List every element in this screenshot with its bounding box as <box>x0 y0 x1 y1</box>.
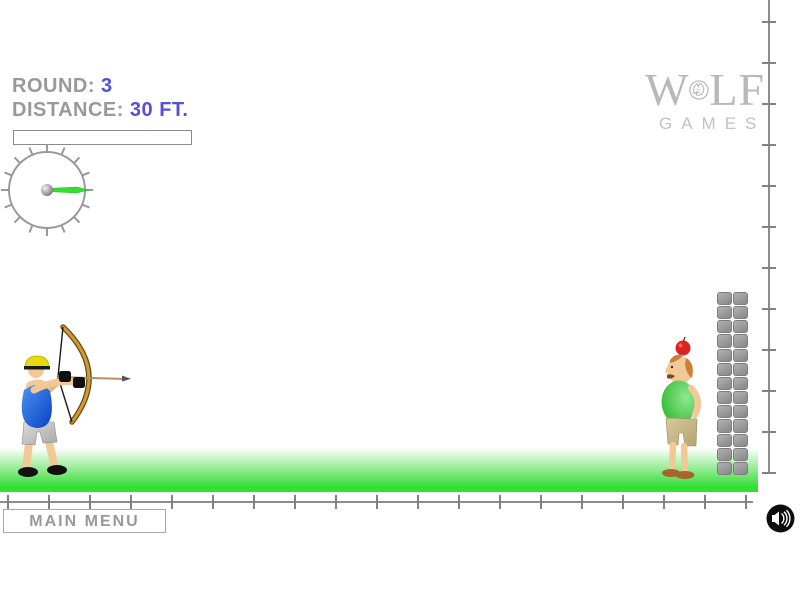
logo-subtitle: GAMES <box>659 114 766 133</box>
power-bar <box>13 130 192 145</box>
wolf-head-icon <box>689 80 710 100</box>
tower-block <box>733 292 748 306</box>
aim-gauge-ball <box>41 184 53 196</box>
tower-block <box>733 334 748 348</box>
distance-indicator: DISTANCE: 30 FT. <box>12 99 188 122</box>
distance-value: 30 FT. <box>129 99 189 121</box>
tower-block <box>717 461 732 475</box>
speaker-icon[interactable] <box>766 504 795 533</box>
tower-block <box>733 433 748 447</box>
tower-block <box>717 391 732 405</box>
tower-block <box>717 306 732 320</box>
tower-block <box>717 362 732 376</box>
tower-block <box>717 419 732 433</box>
round-value: 3 <box>101 75 113 97</box>
aim-gauge <box>0 143 94 237</box>
tower-block <box>733 320 748 334</box>
tower-block <box>717 320 732 334</box>
tower-block <box>733 461 748 475</box>
tower-block <box>717 376 732 391</box>
archer <box>18 324 131 477</box>
distance-label: DISTANCE: <box>12 99 124 121</box>
tower-block <box>717 405 732 419</box>
tower-block <box>733 362 748 376</box>
tower-block <box>733 405 748 419</box>
round-label: ROUND: <box>12 75 95 97</box>
block-tower <box>717 292 748 475</box>
logo-word: W LF <box>645 64 765 115</box>
logo-letter-lf: LF <box>709 64 765 115</box>
tower-block <box>717 433 732 447</box>
right-ruler-line <box>768 0 770 473</box>
ground-edge <box>0 487 758 492</box>
tower-block <box>733 419 748 433</box>
main-menu-button[interactable]: MAIN MENU <box>3 509 166 533</box>
logo-letter-w: W <box>645 64 690 115</box>
tower-block <box>733 306 748 320</box>
tower-block <box>717 334 732 348</box>
tower-block <box>733 391 748 405</box>
tower-block <box>717 447 732 461</box>
tower-block <box>717 292 732 306</box>
ground <box>0 448 758 487</box>
tower-block <box>733 376 748 391</box>
tower-block <box>733 447 748 461</box>
wolf-games-logo: W LF GAMES <box>645 64 766 134</box>
round-indicator: ROUND: 3 <box>12 75 113 98</box>
tower-block <box>717 348 732 362</box>
tower-block <box>733 348 748 362</box>
target-man <box>661 336 701 479</box>
